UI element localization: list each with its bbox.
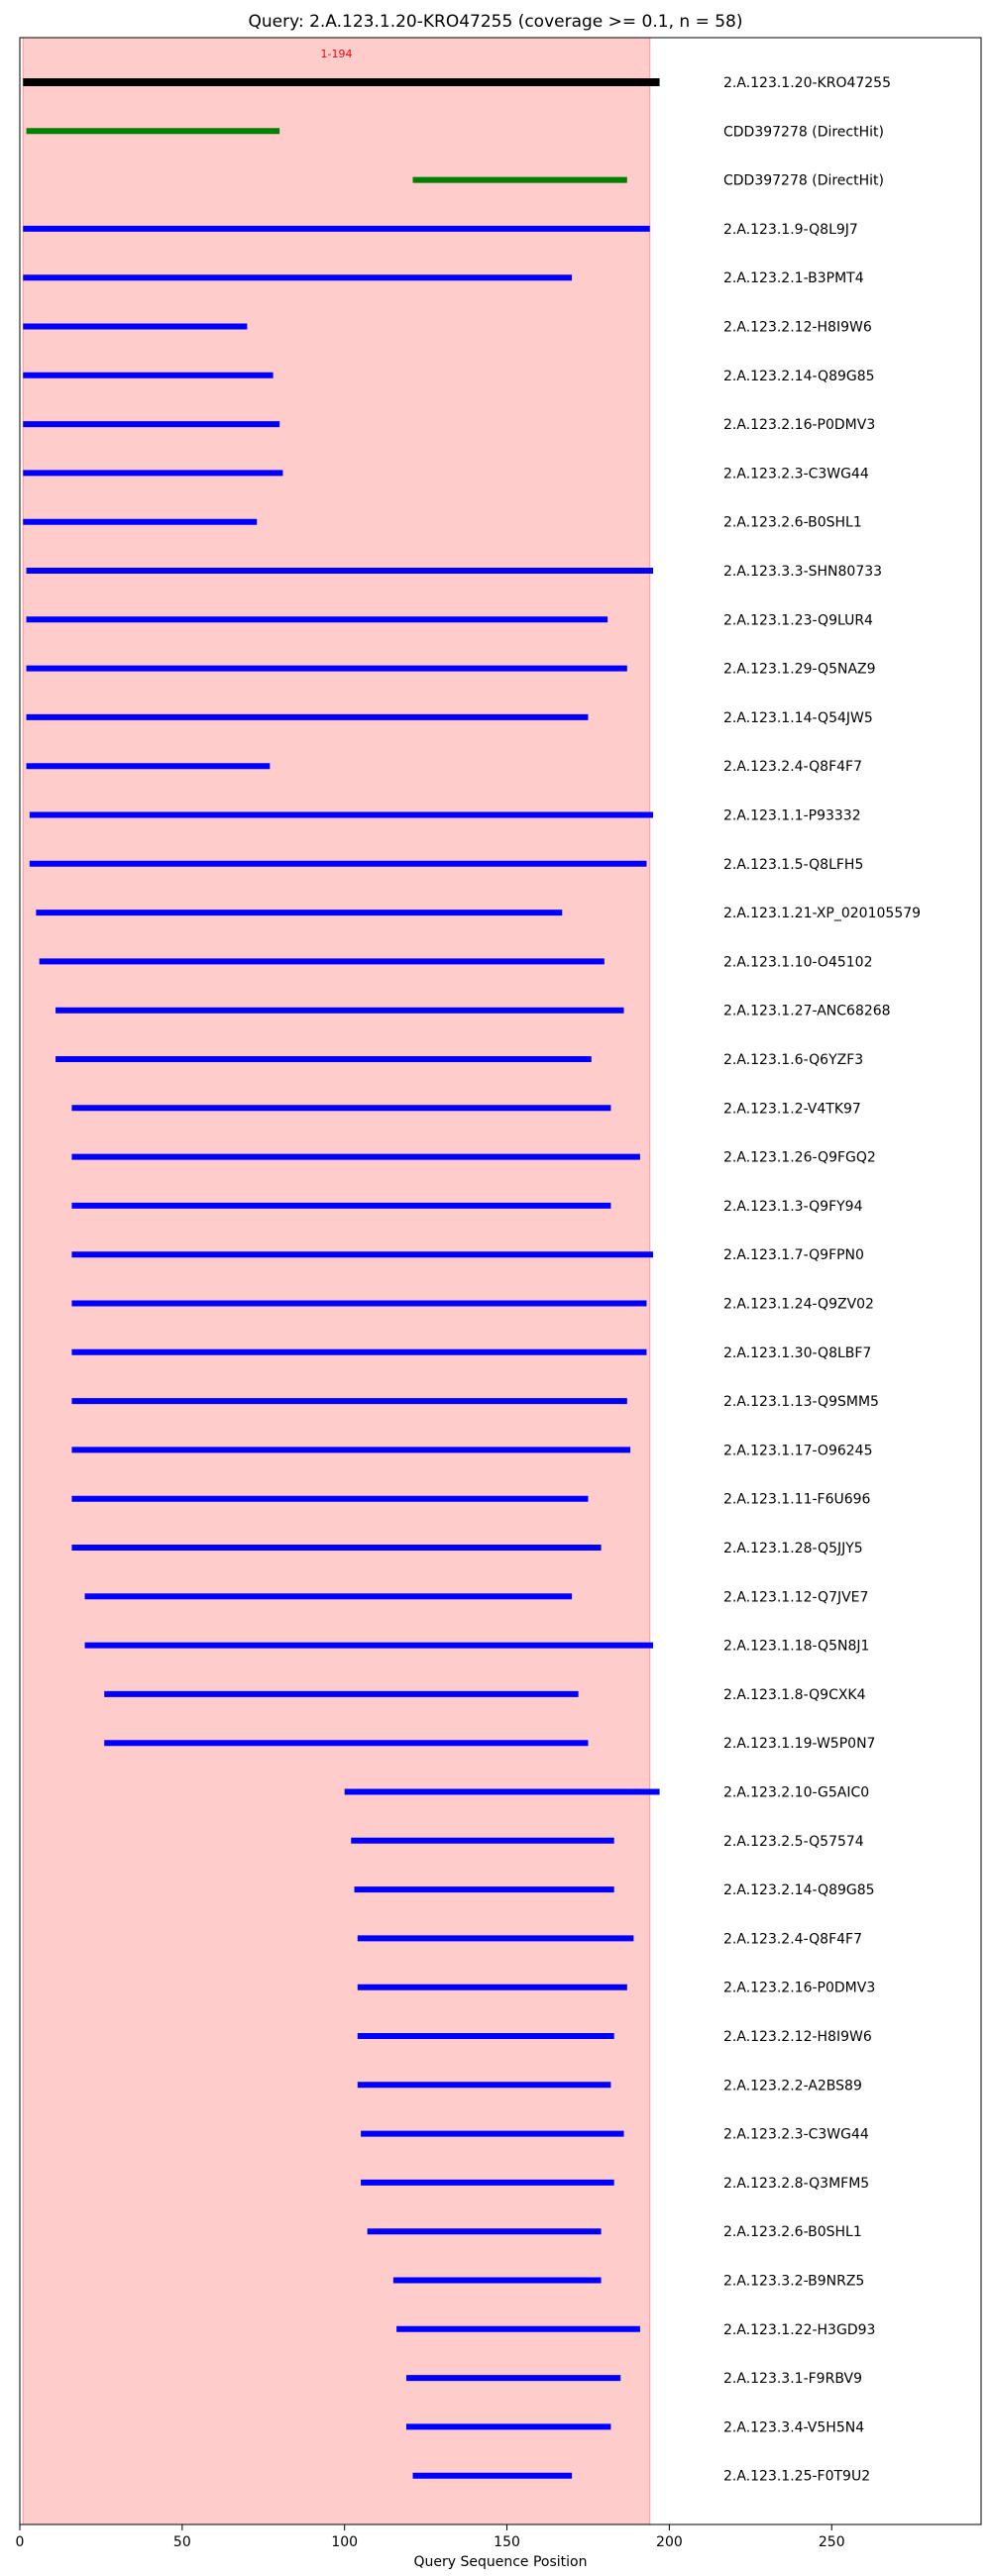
bar-label-2: CDD397278 (DirectHit) (723, 173, 884, 189)
bar-label-28: 2.A.123.1.17-O96245 (723, 1443, 872, 1458)
bar-label-31: 2.A.123.1.12-Q7JVE7 (723, 1589, 868, 1605)
plot-frame (19, 37, 982, 2525)
x-tick-label-3: 150 (494, 2534, 520, 2550)
bar-label-37: 2.A.123.2.14-Q89G85 (723, 1882, 875, 1898)
bar-label-10: 2.A.123.3.3-SHN80733 (723, 564, 882, 580)
bar-label-6: 2.A.123.2.14-Q89G85 (723, 369, 875, 384)
bar-label-24: 2.A.123.1.7-Q9FPN0 (723, 1247, 864, 1263)
bar-label-12: 2.A.123.1.29-Q5NAZ9 (723, 662, 876, 678)
bar-label-35: 2.A.123.2.10-G5AIC0 (723, 1785, 869, 1801)
bar-label-27: 2.A.123.1.13-Q9SMM5 (723, 1394, 879, 1410)
chart-title: Query: 2.A.123.1.20-KRO47255 (coverage >… (249, 12, 743, 32)
bar-label-11: 2.A.123.1.23-Q9LUR4 (723, 612, 873, 628)
bar-label-41: 2.A.123.2.2-A2BS89 (723, 2078, 862, 2093)
bar-label-1: CDD397278 (DirectHit) (723, 124, 884, 140)
bar-label-16: 2.A.123.1.5-Q8LFH5 (723, 857, 863, 873)
bar-label-25: 2.A.123.1.24-Q9ZV02 (723, 1297, 874, 1313)
x-tick-label-0: 0 (16, 2534, 25, 2550)
bars-group (23, 78, 660, 2479)
bar-label-9: 2.A.123.2.6-B0SHL1 (723, 515, 862, 531)
bar-label-40: 2.A.123.2.12-H8I9W6 (723, 2029, 872, 2045)
bar-label-43: 2.A.123.2.8-Q3MFM5 (723, 2176, 869, 2192)
bar-label-18: 2.A.123.1.10-O45102 (723, 954, 872, 970)
bar-label-36: 2.A.123.2.5-Q57574 (723, 1834, 864, 1850)
bar-label-34: 2.A.123.1.19-W5P0N7 (723, 1736, 875, 1752)
bar-label-21: 2.A.123.1.2-V4TK97 (723, 1101, 861, 1117)
bar-label-7: 2.A.123.2.16-P0DMV3 (723, 417, 875, 433)
bar-label-38: 2.A.123.2.4-Q8F4F7 (723, 1931, 862, 1947)
bar-label-5: 2.A.123.2.12-H8I9W6 (723, 320, 872, 336)
bar-label-29: 2.A.123.1.11-F6U696 (723, 1492, 871, 1508)
bar-label-19: 2.A.123.1.27-ANC68268 (723, 1004, 891, 1020)
highlight-region-label: 1-194 (321, 48, 353, 60)
highlight-region (22, 37, 651, 2525)
bar-label-44: 2.A.123.2.6-B0SHL1 (723, 2224, 862, 2240)
bar-label-13: 2.A.123.1.14-Q54JW5 (723, 710, 873, 726)
bar-label-0: 2.A.123.1.20-KRO47255 (723, 75, 891, 91)
bar-label-17: 2.A.123.1.21-XP_020105579 (723, 906, 921, 921)
bar-label-32: 2.A.123.1.18-Q5N8J1 (723, 1639, 869, 1655)
bar-label-23: 2.A.123.1.3-Q9FY94 (723, 1199, 863, 1215)
bar-label-39: 2.A.123.2.16-P0DMV3 (723, 1981, 875, 1996)
x-axis-ticks: 0 50 100 150 200 250 (16, 2524, 845, 2550)
bar-label-20: 2.A.123.1.6-Q6YZF3 (723, 1052, 863, 1068)
x-tick-label-4: 200 (656, 2534, 683, 2550)
x-tick-label-2: 100 (331, 2534, 358, 2550)
bar-label-26: 2.A.123.1.30-Q8LBF7 (723, 1345, 871, 1361)
bar-label-47: 2.A.123.3.1-F9RBV9 (723, 2371, 862, 2387)
x-tick-label-5: 250 (819, 2534, 845, 2550)
bar-label-33: 2.A.123.1.8-Q9CXK4 (723, 1687, 866, 1703)
x-axis-label: Query Sequence Position (413, 2554, 587, 2570)
bar-label-42: 2.A.123.2.3-C3WG44 (723, 2127, 869, 2143)
bar-label-22: 2.A.123.1.26-Q9FGQ2 (723, 1150, 876, 1166)
bar-label-30: 2.A.123.1.28-Q5JJY5 (723, 1541, 863, 1556)
bar-label-15: 2.A.123.1.1-P93332 (723, 808, 861, 824)
bar-label-48: 2.A.123.3.4-V5H5N4 (723, 2419, 864, 2435)
bar-label-4: 2.A.123.2.1-B3PMT4 (723, 270, 864, 286)
bar-label-45: 2.A.123.3.2-B9NRZ5 (723, 2274, 864, 2290)
bar-label-14: 2.A.123.2.4-Q8F4F7 (723, 759, 862, 775)
bar-labels-group: 2.A.123.1.20-KRO47255 CDD397278 (DirectHi… (723, 75, 921, 2485)
x-tick-label-1: 50 (173, 2534, 191, 2550)
bar-label-8: 2.A.123.2.3-C3WG44 (723, 466, 869, 482)
bar-label-46: 2.A.123.1.22-H3GD93 (723, 2322, 875, 2338)
bar-label-49: 2.A.123.1.25-F0T9U2 (723, 2469, 870, 2485)
bar-label-3: 2.A.123.1.9-Q8L9J7 (723, 222, 858, 238)
